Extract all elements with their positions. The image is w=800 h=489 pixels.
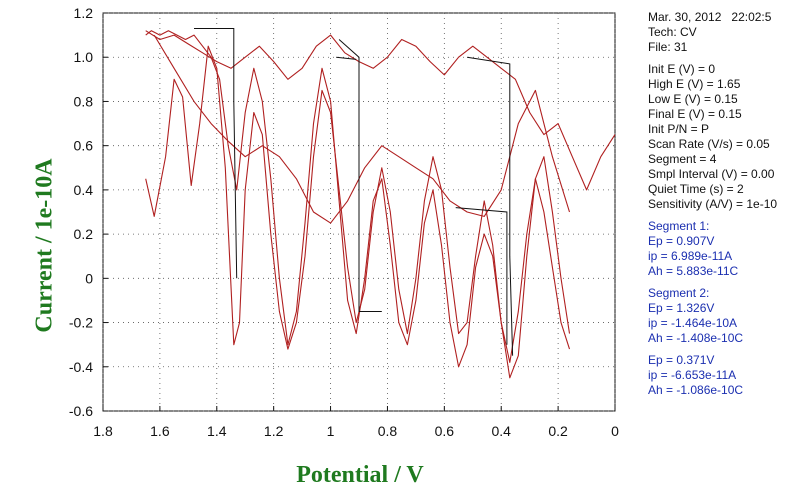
y-tick-label: 0.8 — [74, 93, 94, 109]
x-tick-label: 1.4 — [207, 423, 227, 439]
param-scan-rate: Scan Rate (V/s) = 0.05 — [648, 137, 770, 151]
x-tick-label: 0.2 — [548, 423, 568, 439]
segment-3-block: Ep = 0.371V ip = -6.653e-11A Ah = -1.086… — [648, 353, 800, 398]
x-tick-label: 0.4 — [491, 423, 511, 439]
y-tick-label: 1.0 — [74, 49, 94, 65]
header-block: Mar. 30, 2012 22:02:5 Tech: CV File: 31 — [648, 10, 800, 55]
experiment-time: 22:02:5 — [731, 10, 772, 24]
baseline-mark-2 — [338, 39, 382, 312]
y-tick-label: -0.4 — [69, 359, 93, 375]
param-init-pn: Init P/N = P — [648, 122, 710, 136]
param-quiet-time: Quiet Time (s) = 2 — [648, 182, 744, 196]
segment-ip: ip = -1.464e-10A — [648, 316, 738, 330]
baseline-mark-3 — [336, 56, 357, 60]
segment-ah: Ah = -1.086e-10C — [648, 383, 744, 397]
y-tick-label: 0.6 — [74, 138, 94, 154]
series-line-2 — [145, 30, 571, 379]
segment-ep: Ep = 0.371V — [648, 353, 715, 367]
segment-title: Segment 2: — [648, 286, 710, 300]
y-tick-label: -0.2 — [69, 315, 93, 331]
x-tick-label: 1 — [327, 423, 335, 439]
segment-1-block: Segment 1: Ep = 0.907V ip = 6.989e-11A A… — [648, 219, 800, 279]
y-tick-label: 0.4 — [74, 182, 94, 198]
param-high-e: High E (V) = 1.65 — [648, 77, 741, 91]
param-sensitivity: Sensitivity (A/V) = 1e-10 — [648, 197, 778, 211]
x-tick-label: 1.8 — [93, 423, 113, 439]
series-line-4 — [153, 34, 571, 224]
data-series — [145, 30, 616, 379]
segment-ip: ip = 6.989e-11A — [648, 249, 733, 263]
x-axis-title: Potential / V — [296, 462, 424, 488]
baseline-mark-4 — [467, 56, 514, 356]
tech-label: Tech: CV — [648, 25, 697, 39]
y-tick-label: -0.6 — [69, 403, 93, 419]
baseline-mark-5 — [455, 207, 508, 345]
param-segment: Segment = 4 — [648, 152, 717, 166]
experiment-date: Mar. 30, 2012 — [648, 10, 722, 24]
y-tick-label: 0 — [85, 270, 93, 286]
y-axis-title: Current / 1e-10A — [31, 158, 58, 333]
param-final-e: Final E (V) = 0.15 — [648, 107, 742, 121]
x-axis: 1.8 1.6 1.4 1.2 1 0.8 0.6 0.4 0.2 0 — [93, 406, 619, 439]
segment-ip: ip = -6.653e-11A — [648, 368, 737, 382]
x-tick-label: 1.2 — [264, 423, 284, 439]
baseline-mark-1 — [194, 28, 238, 279]
y-tick-label: 1.2 — [74, 5, 94, 21]
segment-ep: Ep = 1.326V — [648, 301, 715, 315]
segment-ah: Ah = -1.408e-10C — [648, 331, 744, 345]
x-tick-label: 1.6 — [150, 423, 170, 439]
y-axis: 1.2 1.0 0.8 0.6 0.4 0.2 0 -0.2 -0.4 -0.6 — [69, 5, 108, 419]
peak-baselines — [194, 28, 514, 356]
series-line-1 — [145, 45, 571, 363]
y-tick-label: 0.2 — [74, 226, 94, 242]
param-low-e: Low E (V) = 0.15 — [648, 92, 738, 106]
segment-ep: Ep = 0.907V — [648, 234, 715, 248]
series-line-3 — [145, 30, 616, 191]
file-label: File: 31 — [648, 40, 688, 54]
segment-ah: Ah = 5.883e-11C — [648, 264, 739, 278]
parameters-block: Init E (V) = 0 High E (V) = 1.65 Low E (… — [648, 62, 800, 212]
segment-title: Segment 1: — [648, 219, 710, 233]
x-tick-label: 0.8 — [378, 423, 398, 439]
param-sample-interval: Smpl Interval (V) = 0.00 — [648, 167, 775, 181]
segment-2-block: Segment 2: Ep = 1.326V ip = -1.464e-10A … — [648, 286, 800, 346]
x-tick-label: 0 — [611, 423, 619, 439]
param-init-e: Init E (V) = 0 — [648, 62, 716, 76]
x-tick-label: 0.6 — [435, 423, 455, 439]
info-panel: Mar. 30, 2012 22:02:5 Tech: CV File: 31 … — [648, 10, 800, 405]
